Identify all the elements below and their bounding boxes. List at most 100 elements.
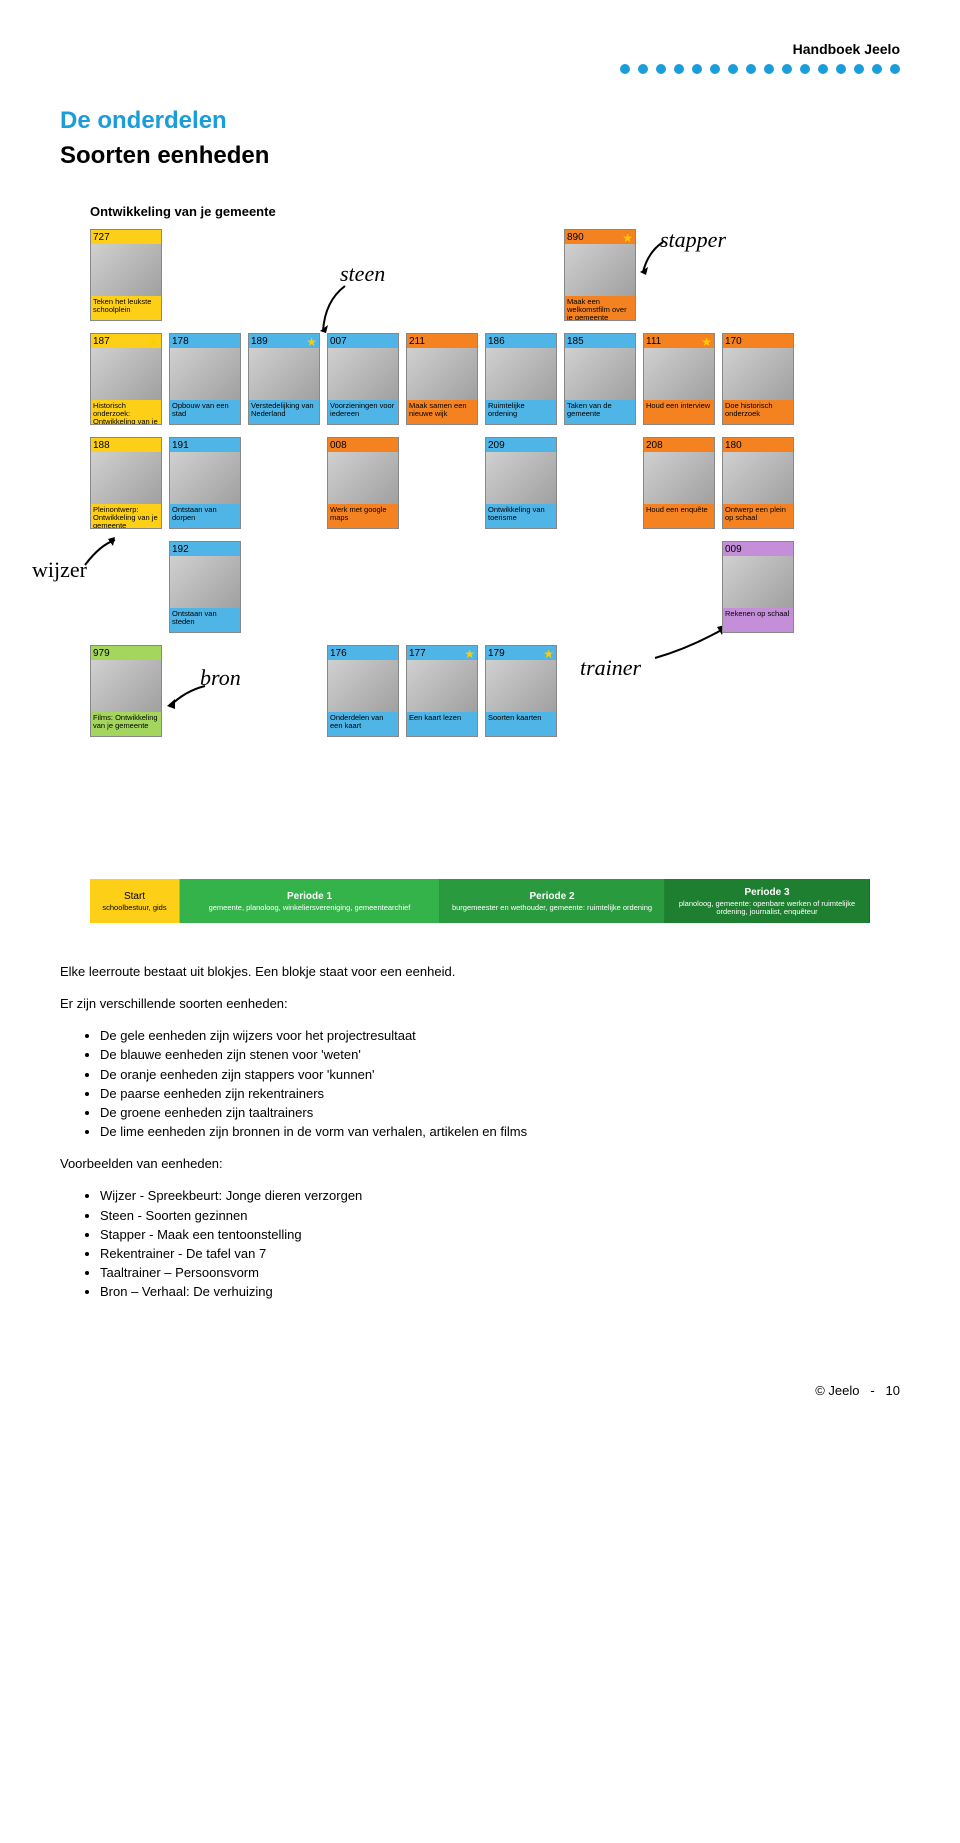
tile-label: Historisch onderzoek: Ontwikkeling van j… (91, 400, 161, 424)
tile-label: Werk met google maps (328, 504, 398, 528)
tile-thumb (91, 244, 161, 296)
list-item: Rekentrainer - De tafel van 7 (100, 1245, 900, 1263)
tile-thumb (170, 348, 240, 400)
star-icon: ★ (543, 646, 554, 663)
tile-num: 007 (328, 334, 398, 348)
tile-num: 170 (723, 334, 793, 348)
tile-label: Ontstaan van dorpen (170, 504, 240, 528)
tile-label: Ontstaan van steden (170, 608, 240, 632)
tile-thumb (723, 452, 793, 504)
list-item: Bron – Verhaal: De verhuizing (100, 1283, 900, 1301)
period-strip: Start schoolbestuur, gids Periode 1 geme… (90, 879, 870, 923)
footer-copyright: © Jeelo (815, 1383, 859, 1398)
tile-009: 009 Rekenen op schaal (722, 541, 794, 633)
tile-num: 727 (91, 230, 161, 244)
tile-208: 208Houd een enquête (643, 437, 715, 529)
period-2: Periode 2 burgemeester en wethouder, gem… (440, 879, 665, 923)
tile-num: 188 (91, 438, 161, 452)
tile-thumb (91, 660, 161, 712)
star-icon: ★ (622, 230, 633, 247)
tile-209: 209Ontwikkeling van toerisme (485, 437, 557, 529)
period-2-sub: burgemeester en wethouder, gemeente: rui… (452, 904, 652, 912)
tile-890: 890Maak een welkomstfilm over je gemeent… (564, 229, 636, 321)
tile-label: Maak een welkomstfilm over je gemeente (565, 296, 635, 320)
tile-thumb (723, 348, 793, 400)
page-header: Handboek Jeelo (60, 40, 900, 74)
body-p2-lead: Er zijn verschillende soorten eenheden: (60, 995, 900, 1013)
period-1: Periode 1 gemeente, planoloog, winkelier… (180, 879, 440, 923)
tile-thumb (486, 452, 556, 504)
annotation-stapper: stapper (660, 225, 726, 256)
tile-177: 177Een kaart lezen★ (406, 645, 478, 737)
tile-num: 008 (328, 438, 398, 452)
tile-111: 111Houd een interview★ (643, 333, 715, 425)
arrow-trainer (650, 623, 730, 663)
tile-thumb (486, 348, 556, 400)
star-icon: ★ (148, 334, 159, 351)
tile-label: Films: Ontwikkeling van je gemeente (91, 712, 161, 736)
list-item: Wijzer - Spreekbeurt: Jonge dieren verzo… (100, 1187, 900, 1205)
period-3-sub: planoloog, gemeente: openbare werken of … (669, 900, 865, 917)
tile-label: Soorten kaarten (486, 712, 556, 736)
list-item: Steen - Soorten gezinnen (100, 1207, 900, 1225)
tile-num: 191 (170, 438, 240, 452)
tile-187: 187Historisch onderzoek: Ontwikkeling va… (90, 333, 162, 425)
tile-num: 192 (170, 542, 240, 556)
tile-007: 007 Voorzieningen voor iedereen (327, 333, 399, 425)
annotation-wijzer: wijzer (32, 555, 87, 586)
period-2-name: Periode 2 (529, 890, 574, 904)
tile-thumb (644, 452, 714, 504)
star-icon: ★ (464, 646, 475, 663)
star-icon: ★ (701, 334, 712, 351)
tile-label: Onderdelen van een kaart (328, 712, 398, 736)
tile-thumb (170, 452, 240, 504)
footer-sep: - (870, 1383, 874, 1398)
tile-label: Rekenen op schaal (723, 608, 793, 632)
header-dots (620, 64, 900, 74)
diagram-title: Ontwikkeling van je gemeente (90, 203, 276, 221)
tile-189: 189Verstedelijking van Nederland★ (248, 333, 320, 425)
tile-num: 979 (91, 646, 161, 660)
tile-num: 180 (723, 438, 793, 452)
tile-188: 188Pleinontwerp: Ontwikkeling van je gem… (90, 437, 162, 529)
tile-label: Teken het leukste schoolplein (91, 296, 161, 320)
tile-num: 185 (565, 334, 635, 348)
tile-191: 191 Ontstaan van dorpen (169, 437, 241, 529)
period-1-sub: gemeente, planoloog, winkeliersverenigin… (209, 904, 411, 912)
tile-label: Maak samen een nieuwe wijk (407, 400, 477, 424)
star-icon: ★ (306, 334, 317, 351)
tile-176: 176 Onderdelen van een kaart (327, 645, 399, 737)
tile-211: 211 Maak samen een nieuwe wijk (406, 333, 478, 425)
tile-thumb (565, 244, 635, 296)
tile-186: 186Ruimtelijke ordening (485, 333, 557, 425)
tile-num: 211 (407, 334, 477, 348)
tile-192: 192 Ontstaan van steden (169, 541, 241, 633)
period-start-sub: schoolbestuur, gids (102, 904, 166, 912)
tile-label: Houd een interview (644, 400, 714, 424)
tile-label: Houd een enquête (644, 504, 714, 528)
tile-179: 179Soorten kaarten★ (485, 645, 557, 737)
tile-num: 186 (486, 334, 556, 348)
list-item: Taaltrainer – Persoonsvorm (100, 1264, 900, 1282)
tile-label: Een kaart lezen (407, 712, 477, 736)
period-start-name: Start (124, 890, 145, 904)
tile-180: 180Ontwerp een plein op schaal (722, 437, 794, 529)
tile-num: 009 (723, 542, 793, 556)
list-item: De lime eenheden zijn bronnen in de vorm… (100, 1123, 900, 1141)
soorten-list: De gele eenheden zijn wijzers voor het p… (100, 1027, 900, 1141)
tile-008: 008 Werk met google maps (327, 437, 399, 529)
list-item: De groene eenheden zijn taaltrainers (100, 1104, 900, 1122)
section-title: Soorten eenheden (60, 139, 900, 173)
tile-label: Voorzieningen voor iedereen (328, 400, 398, 424)
tile-178: 178Opbouw van een stad (169, 333, 241, 425)
tile-thumb (644, 348, 714, 400)
tile-num: 176 (328, 646, 398, 660)
period-3: Periode 3 planoloog, gemeente: openbare … (665, 879, 870, 923)
tile-170: 170 Doe historisch onderzoek (722, 333, 794, 425)
tile-thumb (91, 452, 161, 504)
tile-label: Doe historisch onderzoek (723, 400, 793, 424)
body-text: Elke leerroute bestaat uit blokjes. Een … (60, 963, 900, 1302)
tile-thumb (407, 660, 477, 712)
list-item: De paarse eenheden zijn rekentrainers (100, 1085, 900, 1103)
period-3-name: Periode 3 (744, 886, 789, 900)
